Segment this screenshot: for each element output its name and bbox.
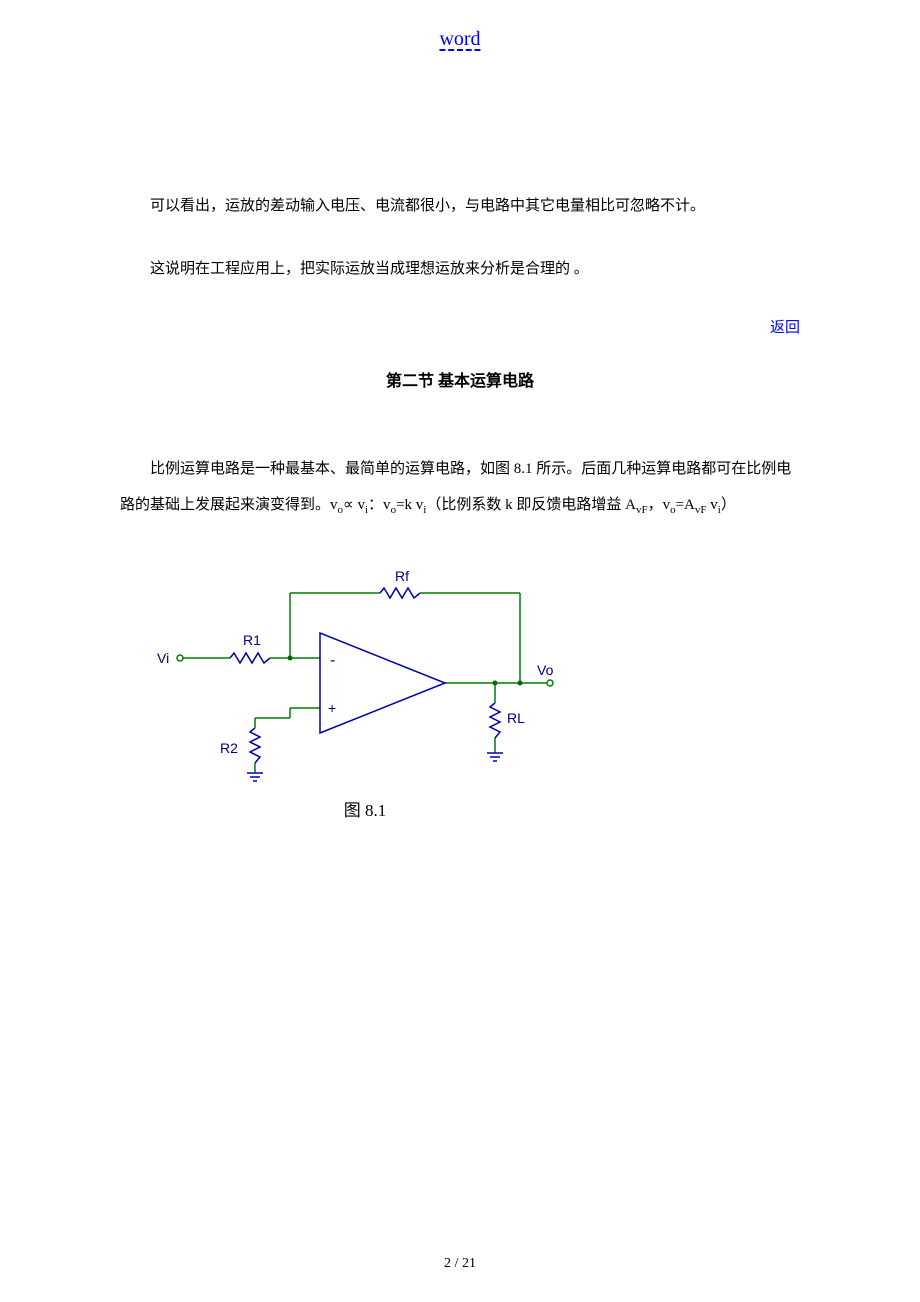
label-rl: RL — [507, 710, 525, 726]
section-title: 第二节 基本运算电路 — [120, 367, 800, 391]
main-content: 可以看出，运放的差动输入电压、电流都很小，与电路中其它电量相比可忽略不计。 这说… — [120, 190, 800, 821]
circuit-diagram: Rf R1 R2 RL Vi Vo - + 图 8.1 — [155, 553, 800, 821]
label-minus: - — [330, 652, 335, 669]
circuit-caption: 图 8.1 — [155, 796, 575, 821]
label-rf: Rf — [395, 568, 409, 584]
return-link[interactable]: 返回 — [120, 316, 800, 337]
label-plus: + — [328, 700, 336, 716]
label-r2: R2 — [220, 740, 238, 756]
label-vo: Vo — [537, 662, 554, 678]
label-r1: R1 — [243, 632, 261, 648]
page-footer: 2 / 21 — [444, 1256, 476, 1272]
header-word-link[interactable]: word — [439, 28, 480, 51]
paragraph-2: 这说明在工程应用上，把实际运放当成理想运放来分析是合理的 。 — [120, 253, 800, 286]
label-vi: Vi — [157, 650, 169, 666]
formula-paragraph: 比例运算电路是一种最基本、最简单的运算电路，如图 8.1 所示。后面几种运算电路… — [120, 451, 800, 523]
paragraph-1: 可以看出，运放的差动输入电压、电流都很小，与电路中其它电量相比可忽略不计。 — [120, 190, 800, 223]
